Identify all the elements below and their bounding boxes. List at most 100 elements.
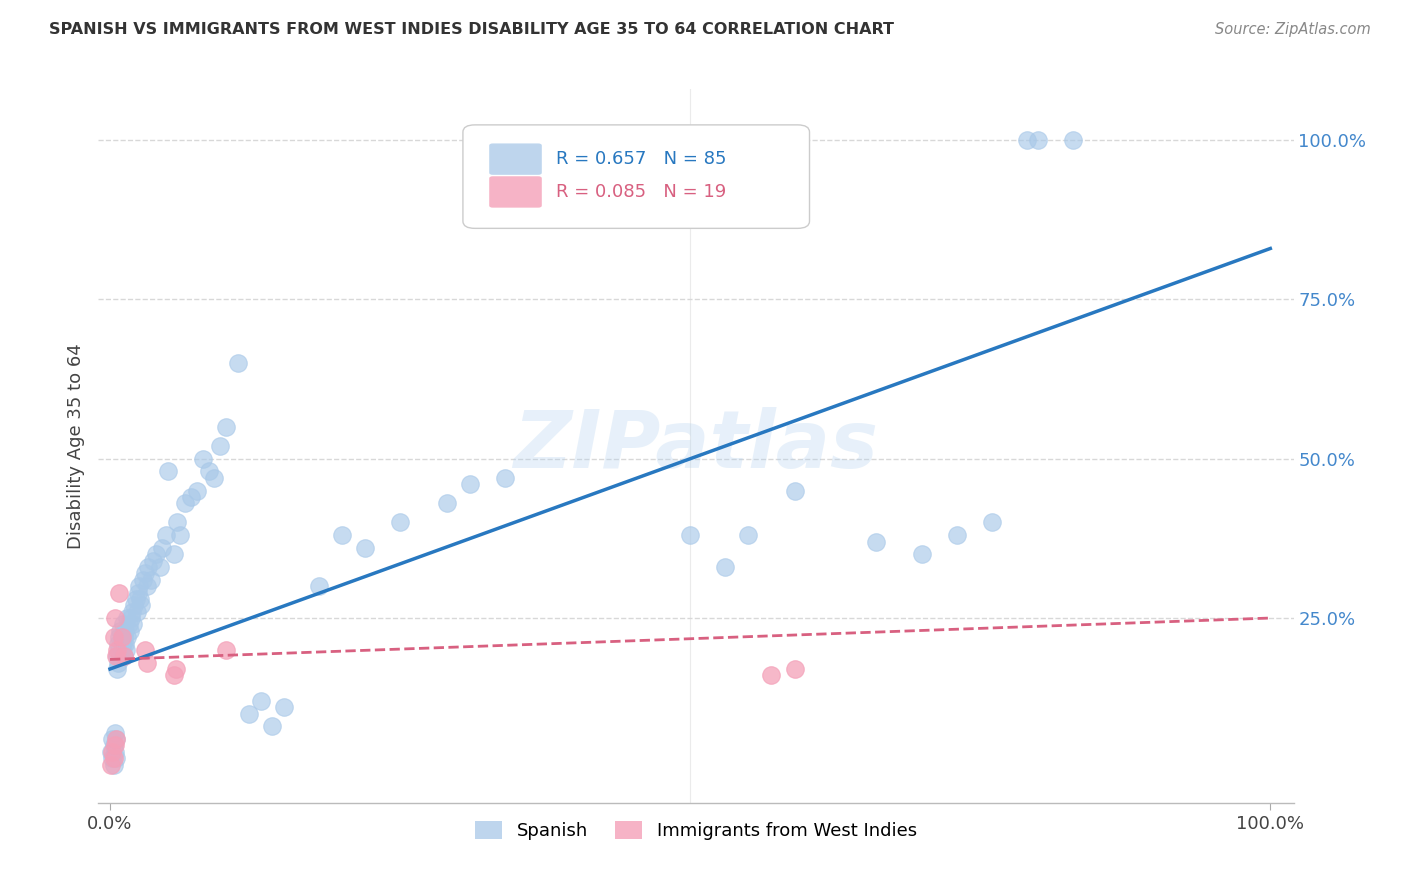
Point	[131, 599, 153, 613]
Point	[494, 471, 516, 485]
Point	[124, 591, 146, 606]
Point	[262, 719, 284, 733]
Point	[111, 643, 134, 657]
Point	[111, 636, 134, 650]
Point	[125, 605, 148, 619]
Point	[226, 356, 249, 370]
Point	[104, 745, 127, 759]
Point	[761, 668, 783, 682]
Point	[111, 617, 134, 632]
Legend: Spanish, Immigrants from West Indies: Spanish, Immigrants from West Indies	[468, 814, 924, 847]
Point	[121, 605, 143, 619]
Point	[111, 630, 134, 644]
Point	[105, 649, 128, 664]
Point	[155, 528, 177, 542]
Point	[215, 643, 238, 657]
Point	[128, 579, 150, 593]
Point	[389, 516, 412, 530]
Point	[104, 611, 127, 625]
Point	[120, 611, 142, 625]
Point	[122, 617, 145, 632]
Point	[136, 656, 159, 670]
Point	[112, 649, 135, 664]
FancyBboxPatch shape	[489, 144, 541, 175]
Point	[149, 560, 172, 574]
Point	[107, 656, 129, 670]
Point	[946, 528, 969, 542]
Point	[197, 465, 219, 479]
Point	[354, 541, 377, 555]
Point	[911, 547, 934, 561]
Text: ZIPatlas: ZIPatlas	[513, 407, 879, 485]
Point	[980, 516, 1002, 530]
Point	[108, 585, 131, 599]
Point	[308, 579, 330, 593]
Point	[169, 528, 191, 542]
Point	[131, 573, 153, 587]
Point	[104, 751, 127, 765]
Point	[783, 662, 806, 676]
Point	[105, 643, 128, 657]
Point	[165, 662, 187, 676]
Point	[436, 496, 458, 510]
Point	[111, 630, 134, 644]
Point	[124, 599, 146, 613]
Point	[163, 668, 186, 682]
Point	[104, 732, 127, 747]
Text: SPANISH VS IMMIGRANTS FROM WEST INDIES DISABILITY AGE 35 TO 64 CORRELATION CHART: SPANISH VS IMMIGRANTS FROM WEST INDIES D…	[49, 22, 894, 37]
Point	[136, 560, 159, 574]
Point	[209, 439, 232, 453]
Point	[117, 611, 139, 625]
Point	[142, 554, 165, 568]
Text: Source: ZipAtlas.com: Source: ZipAtlas.com	[1215, 22, 1371, 37]
Point	[101, 745, 124, 759]
Point	[204, 471, 226, 485]
Point	[104, 725, 127, 739]
Point	[1026, 133, 1049, 147]
Point	[103, 630, 125, 644]
Point	[112, 649, 135, 664]
Point	[101, 751, 124, 765]
Point	[783, 483, 806, 498]
Point	[458, 477, 481, 491]
Y-axis label: Disability Age 35 to 64: Disability Age 35 to 64	[66, 343, 84, 549]
Point	[215, 420, 238, 434]
Point	[110, 624, 132, 638]
Text: R = 0.657   N = 85: R = 0.657 N = 85	[557, 150, 727, 168]
Point	[134, 566, 156, 581]
Point	[150, 541, 173, 555]
Point	[163, 547, 186, 561]
Point	[103, 757, 125, 772]
Point	[679, 528, 702, 542]
Point	[112, 630, 135, 644]
Point	[186, 483, 208, 498]
Point	[139, 573, 162, 587]
Point	[117, 617, 139, 632]
Point	[737, 528, 759, 542]
Point	[103, 739, 125, 753]
Point	[127, 585, 149, 599]
Point	[145, 547, 167, 561]
FancyBboxPatch shape	[463, 125, 810, 228]
Point	[110, 649, 132, 664]
Point	[104, 739, 127, 753]
Point	[330, 528, 353, 542]
Point	[865, 534, 887, 549]
Point	[103, 751, 125, 765]
Point	[117, 630, 139, 644]
Text: R = 0.085   N = 19: R = 0.085 N = 19	[557, 183, 727, 201]
Point	[166, 516, 188, 530]
Point	[101, 732, 124, 747]
Point	[108, 643, 131, 657]
Point	[108, 630, 131, 644]
Point	[238, 706, 260, 721]
FancyBboxPatch shape	[489, 177, 541, 208]
Point	[180, 490, 202, 504]
Point	[100, 757, 122, 772]
Point	[250, 694, 273, 708]
Point	[129, 591, 152, 606]
Point	[104, 732, 127, 747]
Point	[105, 662, 128, 676]
Point	[114, 636, 136, 650]
Point	[115, 643, 138, 657]
